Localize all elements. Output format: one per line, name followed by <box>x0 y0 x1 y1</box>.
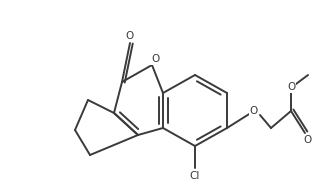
Text: O: O <box>303 135 311 145</box>
Text: O: O <box>125 31 133 41</box>
Text: O: O <box>151 54 159 64</box>
Text: Cl: Cl <box>190 171 200 181</box>
Text: O: O <box>287 82 295 92</box>
Text: O: O <box>250 106 258 116</box>
